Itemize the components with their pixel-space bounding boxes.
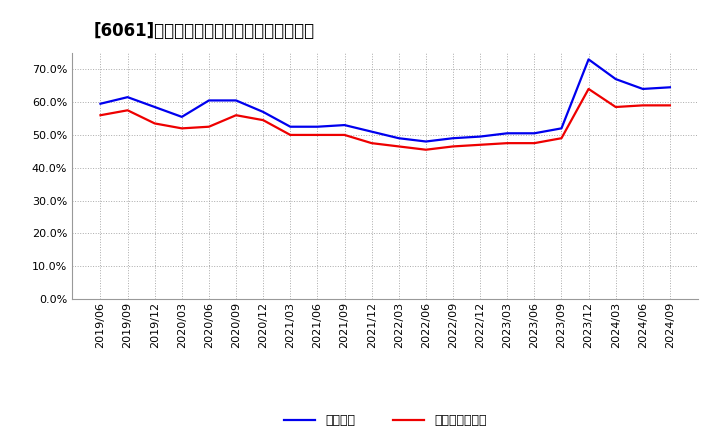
固定比率 xyxy=(639,86,647,92)
Line: 固定長期適合率: 固定長期適合率 xyxy=(101,89,670,150)
固定長期適合率 xyxy=(96,113,105,118)
固定比率 xyxy=(286,124,294,129)
固定長期適合率 xyxy=(367,140,376,146)
Legend: 固定比率, 固定長期適合率: 固定比率, 固定長期適合率 xyxy=(279,409,492,432)
固定比率 xyxy=(665,84,674,90)
固定比率 xyxy=(96,101,105,106)
固定長期適合率 xyxy=(232,113,240,118)
固定比率 xyxy=(232,98,240,103)
固定比率 xyxy=(123,95,132,100)
固定比率 xyxy=(503,131,511,136)
Line: 固定比率: 固定比率 xyxy=(101,59,670,142)
固定比率 xyxy=(178,114,186,120)
固定比率 xyxy=(449,136,457,141)
固定長期適合率 xyxy=(530,140,539,146)
Text: [6061]　固定比率、固定長期適合率の推移: [6061] 固定比率、固定長期適合率の推移 xyxy=(94,22,315,40)
固定比率 xyxy=(367,129,376,134)
固定比率 xyxy=(476,134,485,139)
固定長期適合率 xyxy=(503,140,511,146)
固定長期適合率 xyxy=(259,117,268,123)
固定長期適合率 xyxy=(421,147,430,152)
固定比率 xyxy=(150,104,159,110)
固定比率 xyxy=(584,57,593,62)
固定長期適合率 xyxy=(665,103,674,108)
固定長期適合率 xyxy=(611,104,620,110)
固定長期適合率 xyxy=(476,142,485,147)
固定長期適合率 xyxy=(341,132,349,138)
固定長期適合率 xyxy=(639,103,647,108)
固定長期適合率 xyxy=(449,144,457,149)
固定長期適合率 xyxy=(557,136,566,141)
固定長期適合率 xyxy=(313,132,322,138)
固定比率 xyxy=(557,126,566,131)
固定比率 xyxy=(611,77,620,82)
固定比率 xyxy=(395,136,403,141)
固定比率 xyxy=(313,124,322,129)
固定比率 xyxy=(259,109,268,114)
固定長期適合率 xyxy=(584,86,593,92)
固定長期適合率 xyxy=(286,132,294,138)
固定比率 xyxy=(421,139,430,144)
固定長期適合率 xyxy=(150,121,159,126)
固定比率 xyxy=(341,122,349,128)
固定比率 xyxy=(530,131,539,136)
固定比率 xyxy=(204,98,213,103)
固定長期適合率 xyxy=(204,124,213,129)
固定長期適合率 xyxy=(395,144,403,149)
固定長期適合率 xyxy=(178,126,186,131)
固定長期適合率 xyxy=(123,108,132,113)
